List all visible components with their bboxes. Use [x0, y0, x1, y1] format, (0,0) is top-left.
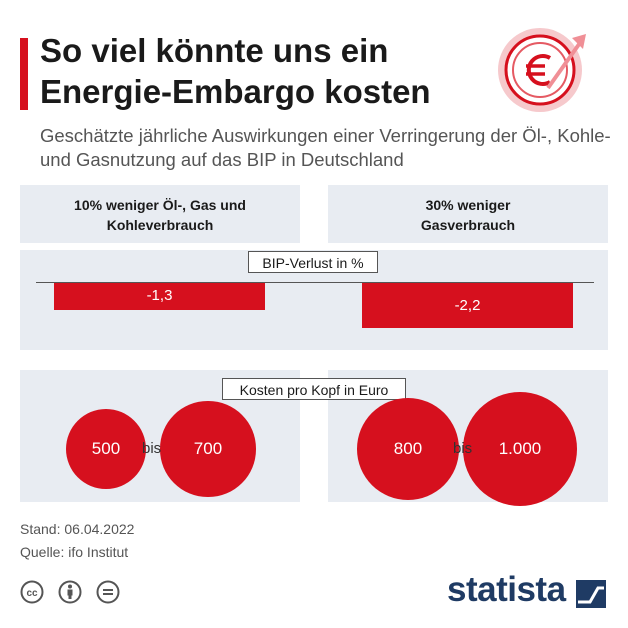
footer-quelle: Quelle: ifo Institut [20, 544, 129, 560]
svg-text:cc: cc [26, 588, 38, 599]
statista-logo-icon [576, 580, 606, 608]
cost-circle: 500 [65, 408, 147, 490]
bip-bar-label: -1,3 [146, 287, 173, 305]
title-accent-bar [20, 38, 28, 110]
page-title: So viel könnte uns ein Energie-Embargo k… [40, 32, 431, 110]
page-subtitle: Geschätzte jährliche Auswirkungen einer … [40, 125, 611, 170]
cost-circle: 700 [160, 401, 256, 497]
bip-bar-label: -2,2 [454, 296, 481, 314]
category-header: 30% weniger Gasverbrauch [420, 197, 516, 233]
by-icon[interactable] [58, 580, 82, 604]
range-word: bis [453, 440, 473, 457]
bip-bar [362, 283, 573, 329]
panel-header-right [328, 185, 608, 243]
cc-icon[interactable]: cc [20, 580, 44, 604]
cost-label: Kosten pro Kopf in Euro [222, 378, 406, 400]
euro-trend-icon [498, 28, 586, 112]
cost-circle: 1.000 [463, 392, 577, 506]
cost-circle: 800 [357, 398, 459, 500]
category-header: 10% weniger Öl-, Gas und Kohleverbrauch [74, 197, 246, 233]
bar-baseline [36, 282, 594, 283]
footer-stand: Stand: 06.04.2022 [20, 521, 135, 537]
nd-icon[interactable] [96, 580, 120, 604]
bip-bar [54, 283, 265, 310]
statista-logo[interactable]: statista [447, 570, 566, 609]
bip-label: BIP-Verlust in % [248, 251, 378, 273]
panel-header-left [20, 185, 300, 243]
range-word: bis [142, 440, 162, 457]
